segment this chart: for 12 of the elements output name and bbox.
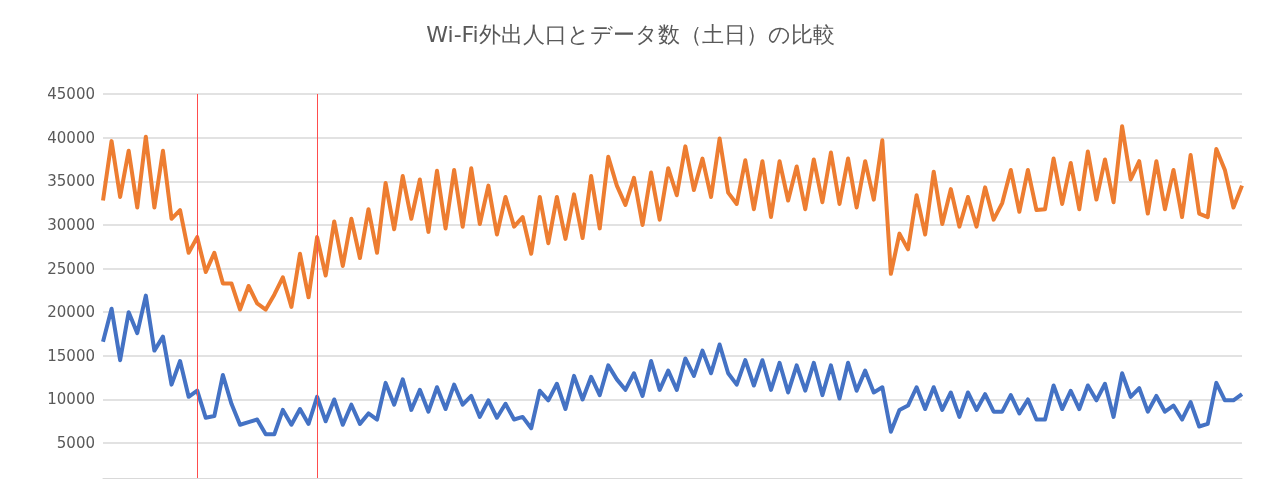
chart-title: Wi-Fi外出人口とデータ数（土日）の比較 (426, 21, 835, 47)
y-tick-label: 45000 (47, 85, 95, 103)
y-tick-label: 15000 (47, 346, 95, 365)
y-tick-label: 20000 (47, 303, 95, 322)
y-tick-label: 25000 (47, 259, 95, 278)
y-tick-label: 40000 (47, 128, 95, 147)
y-tick-label: 30000 (47, 215, 95, 234)
y-tick-label: 5000 (56, 434, 95, 453)
line-series (101, 124, 1244, 312)
y-tick-label: 10000 (47, 390, 95, 409)
line-series (101, 293, 1244, 437)
y-tick-label: 35000 (47, 172, 95, 191)
